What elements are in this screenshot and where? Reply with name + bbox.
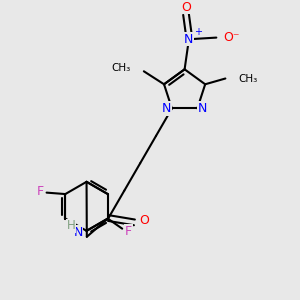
Text: CH₃: CH₃: [112, 63, 131, 74]
Text: O: O: [140, 214, 149, 227]
Text: N: N: [184, 32, 194, 46]
Text: O⁻: O⁻: [224, 31, 240, 44]
Text: N: N: [198, 102, 207, 115]
Text: F: F: [37, 185, 44, 198]
Text: N: N: [162, 102, 171, 115]
Text: N: N: [74, 226, 83, 239]
Text: CH₃: CH₃: [238, 74, 258, 83]
Text: F: F: [125, 225, 132, 238]
Text: O: O: [181, 1, 191, 14]
Text: +: +: [194, 27, 202, 37]
Text: H: H: [67, 219, 75, 232]
